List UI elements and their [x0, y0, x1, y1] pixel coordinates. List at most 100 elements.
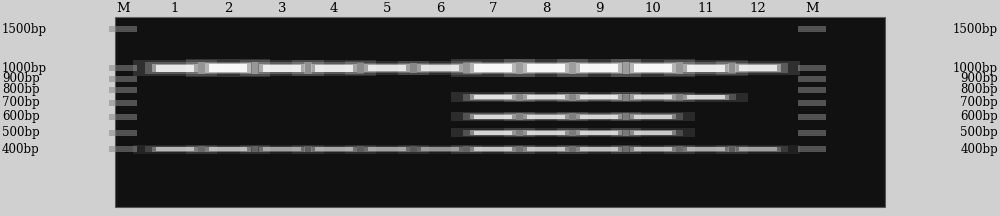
Bar — [451, 145, 535, 154]
Bar — [198, 62, 258, 74]
Bar — [240, 60, 324, 76]
Text: 800bp: 800bp — [960, 83, 998, 96]
Bar — [410, 146, 470, 152]
Bar — [630, 130, 676, 135]
Bar — [451, 112, 535, 121]
Bar — [463, 62, 523, 74]
Bar — [451, 128, 535, 137]
Bar — [523, 94, 569, 100]
Bar — [634, 131, 672, 135]
Bar — [470, 63, 516, 73]
Bar — [683, 95, 729, 100]
Bar — [259, 64, 305, 72]
Bar — [304, 62, 364, 74]
Text: 10: 10 — [645, 2, 661, 15]
Bar — [623, 146, 683, 152]
Bar — [252, 62, 312, 74]
Bar — [345, 61, 429, 75]
Bar — [516, 146, 576, 152]
Bar — [580, 95, 618, 99]
Bar — [527, 147, 565, 151]
Bar — [152, 147, 198, 151]
Bar — [798, 76, 826, 82]
Bar — [576, 63, 622, 73]
Bar — [623, 113, 683, 120]
Bar — [623, 62, 683, 74]
Bar — [611, 145, 695, 154]
Bar — [623, 130, 683, 136]
Bar — [504, 112, 588, 121]
Bar — [133, 60, 217, 76]
Bar — [109, 87, 137, 93]
Bar — [611, 59, 695, 77]
Bar — [186, 145, 270, 154]
Bar — [527, 131, 565, 135]
Bar — [368, 147, 406, 151]
Bar — [474, 95, 512, 99]
Bar — [557, 128, 641, 137]
Bar — [523, 130, 569, 135]
Text: 9: 9 — [595, 2, 603, 15]
Bar — [630, 147, 676, 151]
Bar — [683, 147, 729, 151]
Bar — [357, 63, 417, 73]
Bar — [398, 145, 482, 154]
Bar — [451, 92, 535, 102]
Bar — [576, 94, 622, 100]
Bar — [152, 64, 198, 72]
Text: 900bp: 900bp — [960, 72, 998, 85]
Text: 12: 12 — [750, 2, 766, 15]
Bar — [739, 147, 777, 151]
Bar — [569, 113, 629, 120]
Text: 700bp: 700bp — [960, 96, 998, 109]
Bar — [463, 146, 523, 152]
Bar — [683, 64, 729, 72]
Bar — [798, 146, 826, 152]
Bar — [315, 147, 353, 151]
Bar — [364, 64, 410, 72]
Bar — [527, 95, 565, 99]
Bar — [580, 131, 618, 135]
Bar — [417, 147, 463, 151]
Bar — [798, 26, 826, 32]
Bar — [311, 64, 357, 72]
Bar — [263, 65, 301, 71]
Text: 11: 11 — [698, 2, 714, 15]
Bar — [474, 131, 512, 135]
Text: 900bp: 900bp — [2, 72, 40, 85]
Bar — [576, 114, 622, 119]
Bar — [557, 92, 641, 102]
Bar — [557, 59, 641, 77]
Text: 500bp: 500bp — [960, 126, 998, 139]
Bar — [133, 145, 217, 154]
Bar — [451, 59, 535, 77]
Bar — [798, 130, 826, 136]
Text: 3: 3 — [278, 2, 286, 15]
Text: 1000bp: 1000bp — [953, 62, 998, 75]
Bar — [145, 146, 205, 152]
Bar — [109, 114, 137, 120]
Bar — [516, 113, 576, 120]
Bar — [523, 114, 569, 119]
Bar — [735, 147, 781, 151]
Bar — [156, 147, 194, 151]
Text: 400bp: 400bp — [2, 143, 40, 156]
Bar — [676, 94, 736, 100]
Bar — [611, 112, 695, 121]
Text: 600bp: 600bp — [2, 110, 40, 123]
Bar — [474, 64, 512, 72]
Bar — [421, 65, 459, 71]
Bar — [630, 63, 676, 73]
Bar — [798, 114, 826, 120]
Text: 500bp: 500bp — [2, 126, 40, 139]
Text: 5: 5 — [383, 2, 391, 15]
Bar — [634, 114, 672, 119]
Text: 1000bp: 1000bp — [2, 62, 47, 75]
Bar — [368, 65, 406, 71]
Bar — [716, 145, 800, 154]
Bar — [728, 63, 788, 73]
Bar — [687, 147, 725, 151]
Bar — [739, 65, 777, 71]
Text: M: M — [116, 2, 130, 15]
Bar — [634, 147, 672, 151]
